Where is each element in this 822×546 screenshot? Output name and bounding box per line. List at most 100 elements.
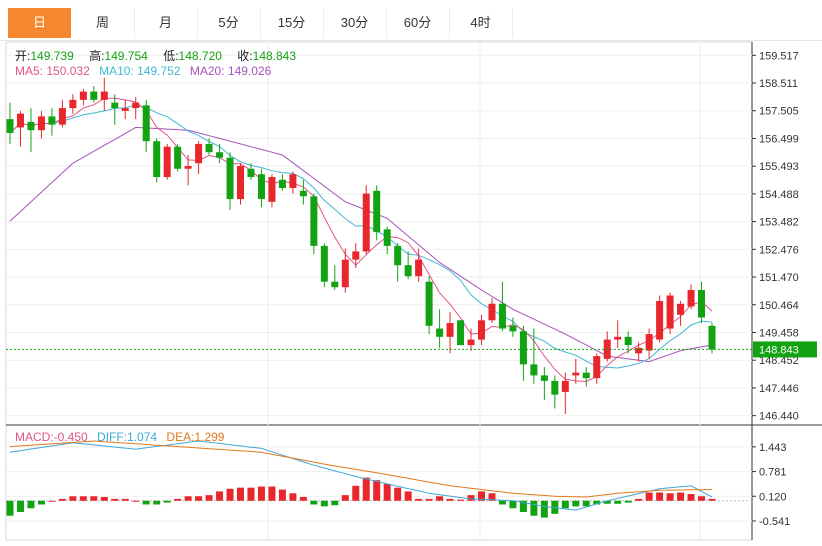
candle-body bbox=[58, 108, 66, 125]
candle-body bbox=[352, 251, 360, 260]
macd-bar bbox=[268, 486, 276, 501]
macd-bar bbox=[498, 500, 506, 505]
candle-body bbox=[237, 165, 245, 200]
candle-body bbox=[257, 174, 265, 200]
candle-body bbox=[163, 146, 171, 178]
macd-bar bbox=[614, 500, 622, 504]
candle-body bbox=[268, 177, 276, 202]
macd-tick-label: 1.443 bbox=[759, 442, 787, 454]
candle-body bbox=[142, 105, 150, 142]
macd-bar bbox=[708, 498, 716, 501]
macd-bar bbox=[436, 496, 444, 501]
macd-bar bbox=[488, 493, 496, 501]
macd-tick-label: -0.541 bbox=[759, 516, 790, 528]
candle-body bbox=[111, 102, 119, 109]
candle-body bbox=[404, 265, 412, 277]
tab-30min[interactable]: 30分 bbox=[323, 8, 387, 38]
candle-body bbox=[488, 303, 496, 321]
macd-bar bbox=[477, 491, 485, 501]
tab-15min[interactable]: 15分 bbox=[260, 8, 324, 38]
candle-body bbox=[457, 320, 465, 346]
macd-bar bbox=[561, 500, 569, 509]
macd-bar bbox=[278, 489, 286, 501]
macd-bar bbox=[121, 498, 129, 501]
macd-bar bbox=[142, 500, 150, 505]
candle-body bbox=[16, 113, 24, 128]
macd-bar bbox=[457, 499, 465, 501]
low-value: 148.720 bbox=[178, 49, 222, 63]
price-tick-label: 151.470 bbox=[759, 272, 799, 284]
macd-bar bbox=[687, 494, 695, 501]
candle-body bbox=[477, 320, 485, 340]
candle-body bbox=[100, 91, 108, 100]
macd-bar bbox=[509, 500, 517, 509]
candle-body bbox=[79, 91, 87, 100]
macd-bar bbox=[320, 500, 328, 507]
current-price-label: 148.843 bbox=[759, 344, 799, 356]
tab-60min[interactable]: 60分 bbox=[386, 8, 450, 38]
candle-body bbox=[373, 190, 381, 233]
macd-bar bbox=[362, 477, 370, 501]
macd-bar bbox=[226, 488, 234, 501]
macd-bar bbox=[404, 491, 412, 501]
macd-bar bbox=[111, 498, 119, 501]
macd-bar bbox=[184, 496, 192, 501]
ma5-label: MA5: bbox=[15, 64, 44, 78]
macd-bar bbox=[540, 500, 548, 518]
macd-bar bbox=[289, 493, 297, 501]
macd-bar bbox=[216, 491, 224, 501]
price-tick-label: 159.517 bbox=[759, 50, 799, 62]
candle-body bbox=[582, 372, 590, 379]
macd-bar bbox=[90, 496, 98, 501]
candle-body bbox=[278, 179, 286, 189]
candle-body bbox=[436, 328, 444, 337]
macd-bar bbox=[394, 487, 402, 501]
price-tick-label: 148.452 bbox=[759, 355, 799, 367]
diff-value: 1.074 bbox=[127, 430, 158, 444]
price-tick-label: 153.482 bbox=[759, 217, 799, 229]
candle-body bbox=[331, 281, 339, 288]
macd-bar bbox=[656, 492, 664, 501]
candle-body bbox=[530, 364, 538, 376]
ma20-value: 149.026 bbox=[227, 64, 272, 78]
ohlc-legend: 开:149.739 高:149.754 低:148.720 收:148.843 bbox=[15, 49, 297, 63]
candle-body bbox=[205, 143, 213, 153]
macd-bar bbox=[237, 487, 245, 501]
candle-body bbox=[677, 303, 685, 315]
open-label: 开 bbox=[15, 49, 28, 63]
candle-body bbox=[425, 281, 433, 326]
tab-month[interactable]: 月 bbox=[134, 8, 198, 38]
tab-week[interactable]: 周 bbox=[71, 8, 135, 38]
macd-bar bbox=[163, 500, 171, 503]
macd-bar bbox=[58, 498, 66, 501]
ma10-label: MA10: bbox=[99, 64, 134, 78]
candle-body bbox=[121, 108, 129, 111]
macd-bar bbox=[153, 500, 161, 505]
tab-5min[interactable]: 5分 bbox=[197, 8, 261, 38]
candle-body bbox=[132, 102, 140, 109]
macd-bar bbox=[16, 500, 24, 512]
candle-body bbox=[614, 336, 622, 340]
candlestick-chart[interactable]: 159.517 158.511 157.505 156.499 155.493 154.4… bbox=[0, 40, 822, 546]
tab-day[interactable]: 日 bbox=[8, 8, 71, 38]
candle-body bbox=[635, 347, 643, 354]
price-tick-label: 147.446 bbox=[759, 383, 799, 395]
macd-bar bbox=[48, 500, 56, 502]
diff-line bbox=[9, 440, 713, 511]
macd-bar bbox=[132, 500, 140, 502]
macd-bar bbox=[582, 500, 590, 507]
open-value: 149.739 bbox=[30, 49, 74, 63]
candle-body bbox=[184, 165, 192, 169]
candle-body bbox=[593, 356, 601, 379]
candle-body bbox=[446, 323, 454, 337]
tab-4hour[interactable]: 4时 bbox=[449, 8, 513, 38]
candle-body bbox=[341, 259, 349, 288]
chart-frame bbox=[5, 41, 753, 541]
dea-line bbox=[9, 440, 713, 498]
macd-bar bbox=[603, 500, 611, 504]
candle-body bbox=[6, 119, 14, 133]
candle-body bbox=[666, 295, 674, 329]
dea-value: 1.299 bbox=[194, 430, 225, 444]
candle-body bbox=[708, 325, 716, 350]
candle-body bbox=[226, 157, 234, 200]
